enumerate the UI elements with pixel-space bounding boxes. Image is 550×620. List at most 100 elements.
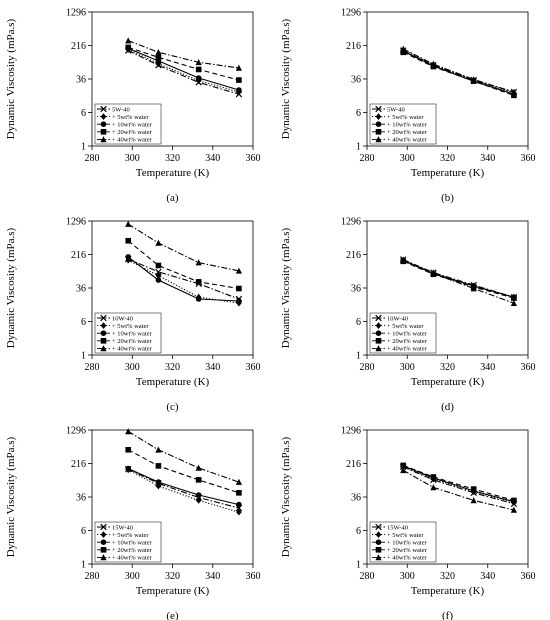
y-tick-label: 1296 bbox=[66, 217, 86, 228]
legend-marker bbox=[100, 314, 107, 322]
data-point bbox=[155, 277, 162, 283]
data-point bbox=[236, 298, 242, 304]
y-axis-title: Dynamic Viscosity (mPa.s) bbox=[280, 227, 292, 348]
legend-marker bbox=[100, 322, 107, 329]
y-tick-label: 6 bbox=[356, 526, 361, 537]
legend-label: + 10wt% water bbox=[387, 540, 428, 547]
data-point bbox=[195, 477, 202, 483]
y-axis-title: Dynamic Viscosity (mPa.s) bbox=[5, 227, 17, 348]
x-tick-label: 320 bbox=[440, 362, 455, 373]
x-tick-label: 360 bbox=[521, 153, 536, 164]
data-point bbox=[400, 45, 407, 52]
series-line bbox=[402, 50, 515, 95]
series-line bbox=[402, 260, 515, 298]
x-tick-label: 360 bbox=[521, 571, 536, 582]
data-point bbox=[236, 87, 242, 93]
y-tick-label: 36 bbox=[76, 75, 86, 86]
data-point bbox=[195, 259, 202, 266]
legend-marker bbox=[375, 330, 382, 337]
legend-marker bbox=[100, 129, 107, 135]
panel-caption: (c) bbox=[166, 401, 179, 413]
data-point bbox=[155, 49, 162, 56]
data-point bbox=[155, 54, 162, 61]
legend-label: + 5wt% water bbox=[387, 323, 424, 330]
y-axis-title: Dynamic Viscosity (mPa.s) bbox=[280, 18, 292, 139]
y-tick-label: 1 bbox=[356, 351, 361, 362]
y-axis-title: Dynamic Viscosity (mPa.s) bbox=[280, 436, 292, 557]
panel-caption: (a) bbox=[166, 192, 179, 204]
legend-label: + 10wt% water bbox=[112, 331, 153, 338]
data-point bbox=[430, 60, 437, 67]
legend-marker bbox=[100, 523, 107, 531]
legend-label: + 10wt% water bbox=[112, 122, 153, 129]
panel-caption: (b) bbox=[441, 192, 454, 204]
legend-marker bbox=[375, 531, 382, 538]
legend-label: + 20wt% water bbox=[387, 338, 428, 345]
data-point bbox=[125, 256, 132, 264]
legend-label: + 40wt% water bbox=[112, 137, 153, 144]
series-line bbox=[127, 259, 239, 304]
series-line bbox=[402, 50, 515, 93]
panel-caption: (f) bbox=[442, 610, 453, 620]
y-tick-label: 216 bbox=[71, 41, 86, 52]
legend-marker bbox=[100, 338, 107, 344]
chart-panel: 280 300 320 340 360 1 6 36 216 1296 Temperature (K… bbox=[280, 426, 536, 620]
legend-label: + 20wt% water bbox=[112, 547, 153, 554]
data-point bbox=[155, 262, 162, 269]
legend-label: 15W-40 bbox=[112, 524, 133, 531]
legend-label: + 10wt% water bbox=[112, 540, 153, 547]
y-tick-label: 1296 bbox=[66, 8, 86, 19]
data-point bbox=[235, 478, 243, 485]
x-tick-label: 340 bbox=[205, 362, 220, 373]
data-point bbox=[430, 484, 437, 491]
data-point bbox=[125, 44, 132, 51]
data-point bbox=[236, 77, 242, 83]
y-tick-label: 216 bbox=[346, 41, 361, 52]
y-axis-title: Dynamic Viscosity (mPa.s) bbox=[5, 18, 17, 139]
y-tick-label: 1296 bbox=[341, 217, 361, 228]
y-tick-label: 36 bbox=[76, 493, 86, 504]
series-line bbox=[402, 260, 515, 299]
legend-marker bbox=[375, 121, 382, 127]
data-point bbox=[195, 279, 202, 285]
data-point bbox=[195, 296, 202, 302]
data-point bbox=[195, 66, 202, 73]
x-tick-label: 320 bbox=[440, 571, 455, 582]
data-point bbox=[155, 479, 162, 485]
legend-marker bbox=[100, 531, 107, 538]
legend-label: + 5wt% water bbox=[387, 532, 424, 539]
data-point bbox=[125, 37, 132, 44]
series-line bbox=[402, 51, 515, 96]
y-tick-label: 1 bbox=[356, 560, 361, 571]
series-line bbox=[128, 40, 239, 69]
legend-label: + 10wt% water bbox=[387, 122, 428, 129]
data-point bbox=[511, 92, 517, 99]
x-tick-label: 320 bbox=[165, 153, 180, 164]
data-point bbox=[155, 272, 162, 279]
data-point bbox=[155, 268, 162, 276]
legend-label: + 20wt% water bbox=[112, 338, 153, 345]
legend-label: + 5wt% water bbox=[112, 114, 149, 121]
x-tick-label: 340 bbox=[205, 153, 220, 164]
y-tick-label: 36 bbox=[351, 493, 361, 504]
legend-label: + 40wt% water bbox=[387, 346, 428, 353]
data-point bbox=[155, 239, 162, 246]
series-line bbox=[127, 258, 240, 300]
legend-marker bbox=[375, 113, 382, 120]
data-point bbox=[236, 508, 242, 516]
data-point bbox=[430, 474, 437, 480]
y-axis-title: Dynamic Viscosity (mPa.s) bbox=[5, 436, 17, 557]
data-point bbox=[470, 76, 477, 83]
series-line bbox=[127, 50, 240, 95]
legend-label: + 5wt% water bbox=[387, 114, 424, 121]
data-point bbox=[195, 75, 202, 81]
legend-marker bbox=[375, 547, 382, 553]
series-line bbox=[402, 465, 515, 503]
data-point bbox=[236, 285, 242, 292]
data-point bbox=[511, 295, 517, 301]
series-line bbox=[127, 223, 240, 272]
legend-marker bbox=[375, 338, 382, 344]
series-line bbox=[127, 467, 240, 506]
y-tick-label: 1 bbox=[356, 142, 361, 153]
y-tick-label: 6 bbox=[81, 108, 86, 119]
